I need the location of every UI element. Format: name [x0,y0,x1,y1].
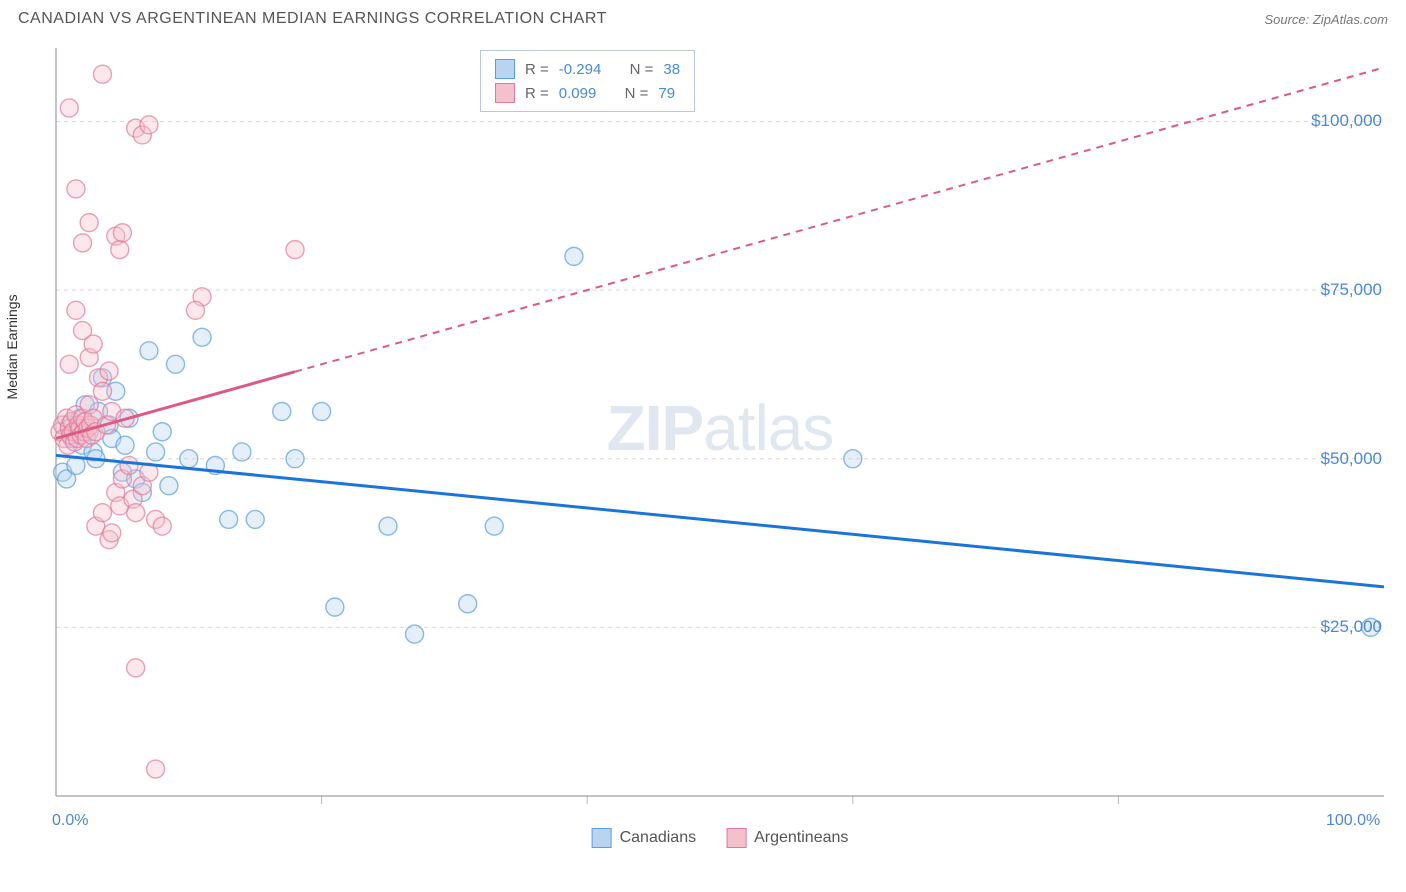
y-tick-label: $25,000 [1321,617,1382,637]
legend-correlation-row: R = 0.099 N = 79 [495,81,680,105]
y-axis-label: Median Earnings [4,294,20,399]
legend-correlation-row: R = -0.294 N = 38 [495,57,680,81]
legend-swatch [495,59,515,79]
r-label: R = [525,61,549,78]
y-tick-label: $100,000 [1311,111,1382,131]
r-value: 0.099 [559,85,597,102]
series-legend: Canadians Argentineans [592,828,849,848]
n-value: 38 [663,61,680,78]
n-label: N = [630,61,654,78]
legend-series-item: Canadians [592,828,697,848]
r-value: -0.294 [559,61,602,78]
r-label: R = [525,85,549,102]
legend-swatch [726,828,746,848]
x-tick-label: 100.0% [1326,812,1380,830]
scatter-svg [50,44,1390,844]
legend-series-label: Canadians [620,829,697,847]
legend-series-item: Argentineans [726,828,848,848]
plot-area: ZIPatlas R = -0.294 N = 38 R = 0.099 N =… [50,44,1390,844]
chart-title: CANADIAN VS ARGENTINEAN MEDIAN EARNINGS … [18,10,607,28]
legend-series-label: Argentineans [754,829,848,847]
legend-swatch [592,828,612,848]
legend-swatch [495,83,515,103]
y-tick-label: $50,000 [1321,449,1382,469]
n-label: N = [625,85,649,102]
chart-container: Median Earnings ZIPatlas R = -0.294 N = … [40,44,1390,844]
correlation-legend: R = -0.294 N = 38 R = 0.099 N = 79 [480,50,695,112]
x-tick-label: 0.0% [52,812,88,830]
source-attribution: Source: ZipAtlas.com [1264,12,1388,27]
n-value: 79 [658,85,675,102]
y-tick-label: $75,000 [1321,280,1382,300]
